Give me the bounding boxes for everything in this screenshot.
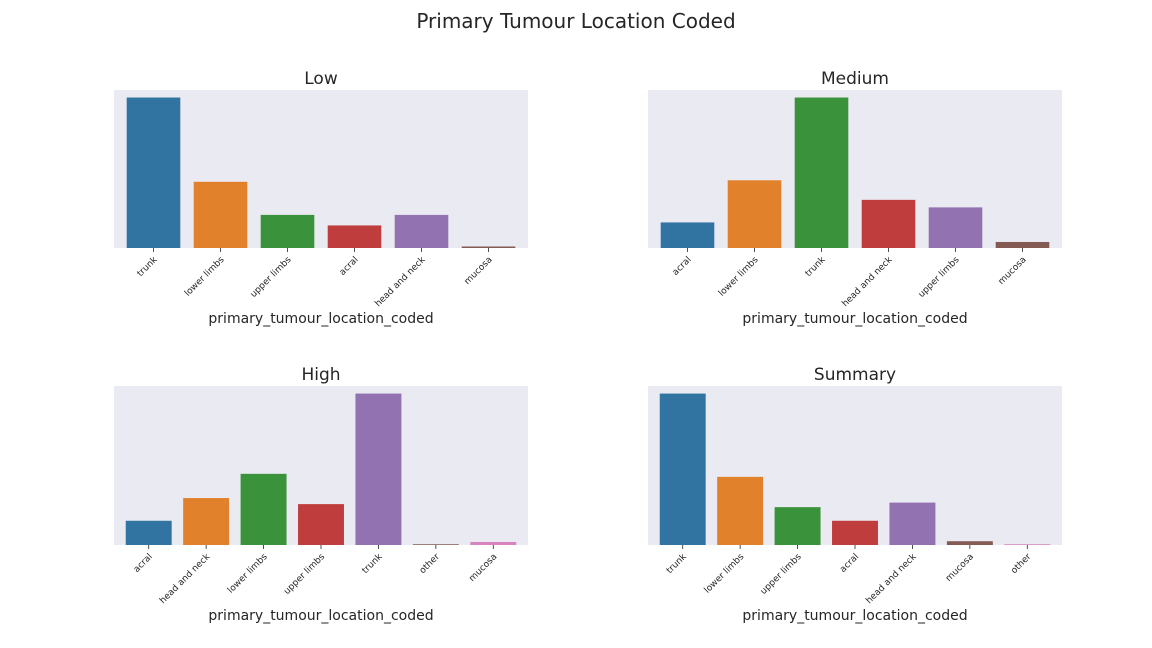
low-tick-label-head-and-neck: head and neck (374, 254, 429, 309)
medium-xlabel: primary_tumour_location_coded (742, 311, 967, 327)
low-tick-label-upper-limbs: upper limbs (249, 255, 294, 300)
high-bar-mucosa (470, 541, 517, 545)
summary-tick-label-upper-limbs: upper limbs (759, 552, 804, 597)
medium-bar-acral (660, 222, 715, 248)
high-bar-trunk (355, 393, 402, 545)
panel-summary: Summary trunk lower limbs upper limbs acral h… (648, 365, 1062, 624)
medium-tick-label-head-and-neck: head and neck (841, 254, 896, 309)
summary-bar-lower-limbs (717, 476, 764, 545)
low-tick-label-lower-limbs: lower limbs (183, 255, 227, 299)
medium-bar-trunk (794, 97, 849, 249)
low-bar-lower-limbs (193, 181, 248, 248)
medium-bar-lower-limbs (727, 180, 782, 248)
high-bar-head-and-neck (183, 498, 230, 545)
medium-bar-mucosa (995, 241, 1050, 248)
high-tick-label-trunk: trunk (361, 552, 385, 576)
summary-tick-label-trunk: trunk (665, 552, 689, 576)
high-title: High (301, 365, 340, 385)
summary-title: Summary (814, 365, 896, 385)
panel-medium: Medium acral lower limbs trunk head and neck… (648, 69, 1062, 327)
medium-tick-label-lower-limbs: lower limbs (717, 255, 761, 299)
high-xlabel: primary_tumour_location_coded (208, 608, 433, 624)
summary-bar-trunk (659, 393, 706, 545)
high-tick-label-other: other (418, 552, 442, 576)
medium-bar-head-and-neck (861, 199, 916, 248)
medium-plot-area (648, 90, 1062, 248)
summary-bar-acral (832, 520, 878, 545)
medium-tick-label-acral: acral (671, 255, 694, 278)
panel-high: High acral head and neck lower limbs upper l… (114, 365, 528, 624)
medium-bar-upper-limbs (928, 207, 983, 248)
summary-bar-other (1004, 544, 1051, 545)
figure-title: Primary Tumour Location Coded (416, 9, 736, 33)
low-tick-label-trunk: trunk (136, 255, 160, 279)
medium-tick-label-mucosa: mucosa (997, 255, 1029, 287)
high-bar-acral (125, 520, 172, 545)
summary-bar-mucosa (946, 541, 993, 545)
summary-tick-label-mucosa: mucosa (944, 552, 976, 584)
summary-bar-head-and-neck (889, 502, 936, 545)
high-tick-label-acral: acral (132, 552, 155, 575)
summary-plot-area (648, 386, 1062, 545)
panel-low: Low trunk lower limbs upper limbs acral head … (114, 69, 528, 327)
low-tick-label-acral: acral (338, 255, 361, 278)
high-tick-label-head-and-neck: head and neck (158, 551, 213, 606)
high-tick-label-upper-limbs: upper limbs (282, 552, 327, 597)
summary-xlabel: primary_tumour_location_coded (742, 608, 967, 624)
low-bar-acral (327, 225, 382, 248)
low-bar-trunk (126, 97, 181, 249)
low-tick-label-mucosa: mucosa (463, 255, 495, 287)
summary-bar-upper-limbs (774, 507, 821, 545)
medium-title: Medium (821, 69, 889, 89)
high-bar-upper-limbs (298, 504, 344, 545)
high-bar-other (412, 544, 459, 545)
high-bar-lower-limbs (240, 473, 287, 545)
low-title: Low (304, 69, 338, 89)
high-tick-label-mucosa: mucosa (467, 552, 499, 584)
low-xlabel: primary_tumour_location_coded (208, 311, 433, 327)
summary-tick-label-acral: acral (838, 552, 861, 575)
high-tick-label-lower-limbs: lower limbs (226, 552, 270, 596)
summary-tick-label-lower-limbs: lower limbs (703, 552, 747, 596)
medium-tick-label-upper-limbs: upper limbs (917, 255, 962, 300)
low-plot-area (114, 90, 528, 248)
summary-tick-label-other: other (1009, 552, 1033, 576)
low-bar-mucosa (461, 246, 516, 248)
medium-tick-label-trunk: trunk (804, 255, 828, 279)
low-bar-head-and-neck (394, 214, 449, 248)
low-bar-upper-limbs (260, 214, 315, 248)
summary-tick-label-head-and-neck: head and neck (864, 551, 919, 606)
